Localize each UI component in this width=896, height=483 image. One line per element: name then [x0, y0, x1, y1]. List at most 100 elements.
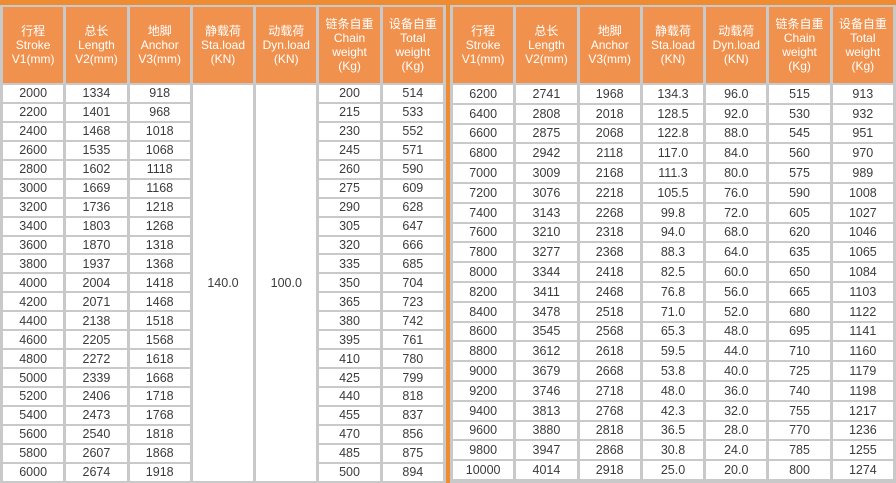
header-line: V3(mm) [138, 52, 182, 66]
data-cell: 76.0 [706, 183, 767, 202]
header-line: Sta.load [650, 38, 695, 52]
data-cell: 59.5 [642, 342, 704, 361]
header-line: 静载荷 [654, 24, 691, 38]
data-cell: 695 [769, 322, 830, 341]
data-cell: 2272 [66, 350, 127, 368]
data-cell: 3200 [3, 198, 64, 216]
header-line: Length [78, 38, 115, 52]
data-cell: 1768 [129, 406, 190, 424]
data-cell: 1668 [129, 369, 190, 386]
data-cell: 628 [382, 198, 443, 216]
data-cell: 1937 [66, 255, 127, 273]
data-cell: 2718 [579, 381, 640, 400]
header-line: Chain [783, 31, 816, 45]
data-cell: 2071 [66, 293, 127, 311]
header-line: (KN) [723, 52, 749, 66]
header-line: Stroke [465, 38, 501, 52]
data-cell: 2741 [516, 85, 577, 103]
data-cell: 82.5 [642, 263, 704, 281]
tables-container: 行程 Stroke V1(mm) 总长 Length V2(mm) 地脚 Anchor V3(m… [0, 5, 896, 483]
header-cell: 总长 Length V2(mm) [516, 7, 577, 83]
data-cell: 65.3 [642, 322, 704, 341]
data-cell: 2339 [66, 369, 127, 386]
data-cell: 3000 [3, 179, 64, 197]
data-cell: 68.0 [706, 223, 767, 242]
data-cell: 111.3 [642, 164, 704, 182]
header-line: V3(mm) [588, 52, 632, 66]
data-cell: 6200 [453, 85, 514, 103]
header-line: Anchor [590, 38, 629, 52]
header-cell: 动载荷 Dyn.load (KN) [256, 7, 317, 83]
data-cell: 932 [832, 104, 893, 123]
data-cell: 425 [319, 369, 380, 386]
data-cell: 3210 [516, 223, 577, 242]
data-cell: 30.8 [642, 441, 704, 460]
data-cell: 1255 [832, 441, 893, 460]
data-cell: 575 [769, 164, 830, 182]
data-cell: 970 [832, 144, 893, 163]
data-cell: 275 [319, 179, 380, 197]
data-cell: 1618 [129, 350, 190, 368]
data-cell: 2205 [66, 331, 127, 349]
data-cell: 2800 [3, 160, 64, 178]
data-cell: 1518 [129, 312, 190, 330]
header-line: Total [400, 31, 426, 45]
data-cell: 4600 [3, 331, 64, 349]
data-cell: 3076 [516, 183, 577, 202]
data-cell: 84.0 [706, 144, 767, 163]
data-cell: 552 [382, 122, 443, 140]
data-cell: 989 [832, 164, 893, 182]
data-cell: 2118 [579, 144, 640, 163]
data-cell: 3009 [516, 164, 577, 182]
data-cell: 365 [319, 293, 380, 311]
data-cell: 9600 [453, 421, 514, 440]
data-cell: 3600 [3, 236, 64, 254]
data-cell: 3478 [516, 302, 577, 321]
data-cell: 2942 [516, 144, 577, 163]
data-cell: 725 [769, 362, 830, 380]
data-cell: 799 [382, 369, 443, 386]
merged-load-cell: 140.0 [192, 85, 254, 481]
data-cell: 3545 [516, 322, 577, 341]
data-cell: 71.0 [642, 302, 704, 321]
header-line: (KN) [660, 52, 686, 66]
data-cell: 2268 [579, 203, 640, 222]
data-cell: 1803 [66, 217, 127, 235]
data-cell: 1718 [129, 388, 190, 405]
data-cell: 3813 [516, 401, 577, 420]
data-cell: 64.0 [706, 243, 767, 262]
header-cell: 设备自重 Total weight (Kg) [382, 7, 443, 83]
data-cell: 5000 [3, 369, 64, 386]
data-cell: 395 [319, 331, 380, 349]
data-cell: 10000 [453, 461, 514, 479]
data-cell: 1401 [66, 103, 127, 121]
data-cell: 3612 [516, 342, 577, 361]
data-cell: 4800 [3, 350, 64, 368]
data-cell: 650 [769, 263, 830, 281]
header-line: Dyn.load [712, 38, 760, 52]
data-cell: 48.0 [642, 381, 704, 400]
data-cell: 2473 [66, 406, 127, 424]
data-cell: 410 [319, 350, 380, 368]
data-cell: 1602 [66, 160, 127, 178]
data-cell: 635 [769, 243, 830, 262]
header-line: V1(mm) [11, 52, 55, 66]
data-cell: 2607 [66, 444, 127, 462]
data-cell: 8000 [453, 263, 514, 281]
data-cell: 105.5 [642, 183, 704, 202]
data-cell: 470 [319, 425, 380, 443]
data-cell: 20.0 [706, 461, 767, 479]
data-cell: 2318 [579, 223, 640, 242]
data-cell: 215 [319, 103, 380, 121]
data-cell: 770 [769, 421, 830, 440]
data-cell: 1268 [129, 217, 190, 235]
data-cell: 515 [769, 85, 830, 103]
header-line: (Kg) [851, 59, 875, 73]
header-cell: 地脚 Anchor V3(mm) [579, 7, 640, 83]
header-line: 设备自重 [838, 17, 887, 31]
header-line: 动载荷 [718, 24, 755, 38]
data-cell: 2875 [516, 124, 577, 143]
data-cell: 1118 [129, 160, 190, 178]
header-line: 链条自重 [325, 17, 374, 31]
data-cell: 9000 [453, 362, 514, 380]
